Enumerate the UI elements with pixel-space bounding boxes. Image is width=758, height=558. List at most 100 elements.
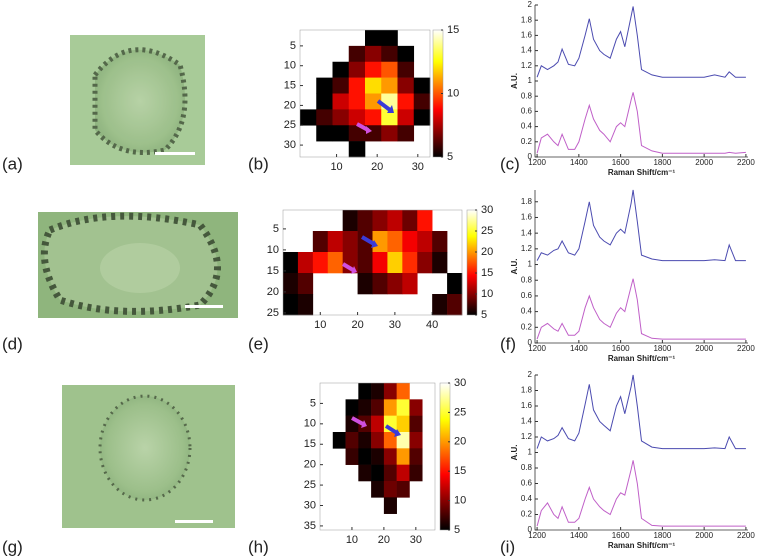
y-tick-label: 1	[528, 260, 533, 269]
x-tick-label: 40	[426, 319, 438, 331]
y-axis-label: A.U.	[510, 259, 519, 275]
heat-cell	[387, 210, 403, 232]
heat-cell	[348, 109, 366, 126]
heat-cell	[348, 93, 366, 110]
heat-cell	[283, 294, 299, 316]
y-tick-label: 1.6	[521, 213, 533, 222]
colorbar	[439, 382, 451, 531]
x-axis-label: Raman Shift/cm⁻¹	[608, 168, 676, 177]
x-tick-label: 30	[410, 534, 422, 546]
x-tick-label: 2200	[737, 344, 755, 353]
colorbar-tick-label: 5	[481, 309, 487, 321]
heat-cell	[332, 125, 350, 142]
heat-cell	[383, 481, 397, 498]
y-tick-label: 0.2	[521, 137, 533, 146]
colorbar-tick-label: 5	[447, 151, 453, 163]
y-tick-label: 0.2	[521, 510, 533, 519]
spectrum-line	[536, 460, 746, 527]
plot-frame	[299, 29, 431, 158]
y-tick-label: 1.4	[521, 228, 533, 237]
panel-label: (b)	[248, 154, 269, 173]
heat-cell	[409, 464, 423, 482]
y-tick-label: 1.4	[521, 417, 533, 426]
x-tick-label: 2200	[737, 531, 755, 540]
heat-cell	[332, 432, 346, 449]
heat-cell	[371, 383, 385, 400]
heat-cell	[348, 125, 366, 142]
panel-label: (f)	[500, 334, 516, 353]
y-tick-label: 5	[290, 40, 296, 52]
heat-cell	[316, 109, 333, 126]
heat-cell	[417, 210, 433, 232]
y-tick-label: 1.6	[521, 401, 533, 410]
colorbar-tick-label: 20	[454, 436, 466, 448]
heat-cell	[396, 481, 410, 498]
heat-cell	[348, 61, 366, 78]
y-tick-label: 1.2	[521, 244, 533, 253]
x-tick-label: 1200	[528, 344, 546, 353]
y-tick-label: 15	[284, 79, 296, 91]
x-tick-label: 10	[346, 534, 358, 546]
heat-cell	[371, 399, 385, 416]
y-tick-label: 10	[267, 244, 279, 256]
heat-cell	[357, 273, 373, 295]
x-tick-label: 10	[314, 319, 326, 331]
heat-cell	[396, 383, 410, 400]
heat-cell	[297, 273, 314, 295]
y-tick-label: 30	[304, 499, 316, 511]
spectrum-line	[536, 92, 746, 154]
y-tick-label: 1	[528, 448, 533, 457]
x-tick-label: 1400	[570, 531, 588, 540]
colorbar-tick-label: 10	[454, 495, 466, 507]
heat-cell	[342, 210, 358, 232]
panel-label: (d)	[2, 334, 23, 353]
heat-cell	[342, 231, 358, 253]
y-tick-label: 0	[528, 152, 533, 161]
heat-cell	[383, 383, 397, 400]
y-tick-label: 25	[267, 307, 279, 319]
y-tick-label: 10	[304, 418, 316, 430]
heat-cell	[409, 415, 423, 433]
heat-cell	[358, 399, 372, 416]
heat-cell	[348, 45, 366, 63]
y-tick-label: 30	[284, 139, 296, 151]
y-axis-label: A.U.	[510, 73, 519, 89]
heat-cell	[345, 399, 359, 416]
heat-cell	[372, 252, 388, 274]
heat-cell	[383, 399, 397, 416]
y-tick-label: 10	[284, 60, 296, 72]
heat-cell	[371, 432, 385, 449]
colorbar-tick-label: 10	[481, 288, 493, 300]
heat-cell	[447, 273, 463, 295]
y-tick-label: 20	[284, 99, 296, 111]
y-tick-label: 1.8	[521, 197, 533, 206]
heat-cell	[432, 294, 448, 316]
y-tick-label: 0	[528, 525, 533, 534]
heat-cell	[365, 61, 382, 78]
x-tick-label: 2000	[695, 344, 713, 353]
heat-cell	[316, 125, 333, 142]
heat-cell	[397, 61, 415, 78]
y-tick-label: 1.6	[521, 31, 533, 40]
micrograph	[38, 212, 238, 318]
y-tick-label: 25	[284, 119, 296, 131]
heat-cell	[345, 432, 359, 449]
heat-cell	[381, 45, 398, 63]
colorbar-tick-label: 15	[447, 24, 459, 36]
heat-cell	[371, 481, 385, 498]
heat-cell	[381, 30, 398, 47]
heat-cell	[283, 252, 299, 274]
x-axis-label: Raman Shift/cm⁻¹	[608, 354, 676, 363]
heat-cell	[397, 109, 415, 126]
y-tick-label: 0.4	[521, 307, 533, 316]
heat-cell	[332, 93, 350, 110]
plot-frame	[282, 209, 463, 316]
x-tick-label: 20	[378, 534, 390, 546]
colorbar-tick-label: 15	[481, 267, 493, 279]
colorbar-tick-label: 30	[481, 204, 493, 216]
heat-cell	[357, 231, 373, 253]
x-tick-label: 1400	[570, 158, 588, 167]
heat-cell	[387, 273, 403, 295]
heat-cell	[365, 109, 382, 126]
heat-cell	[357, 210, 373, 232]
